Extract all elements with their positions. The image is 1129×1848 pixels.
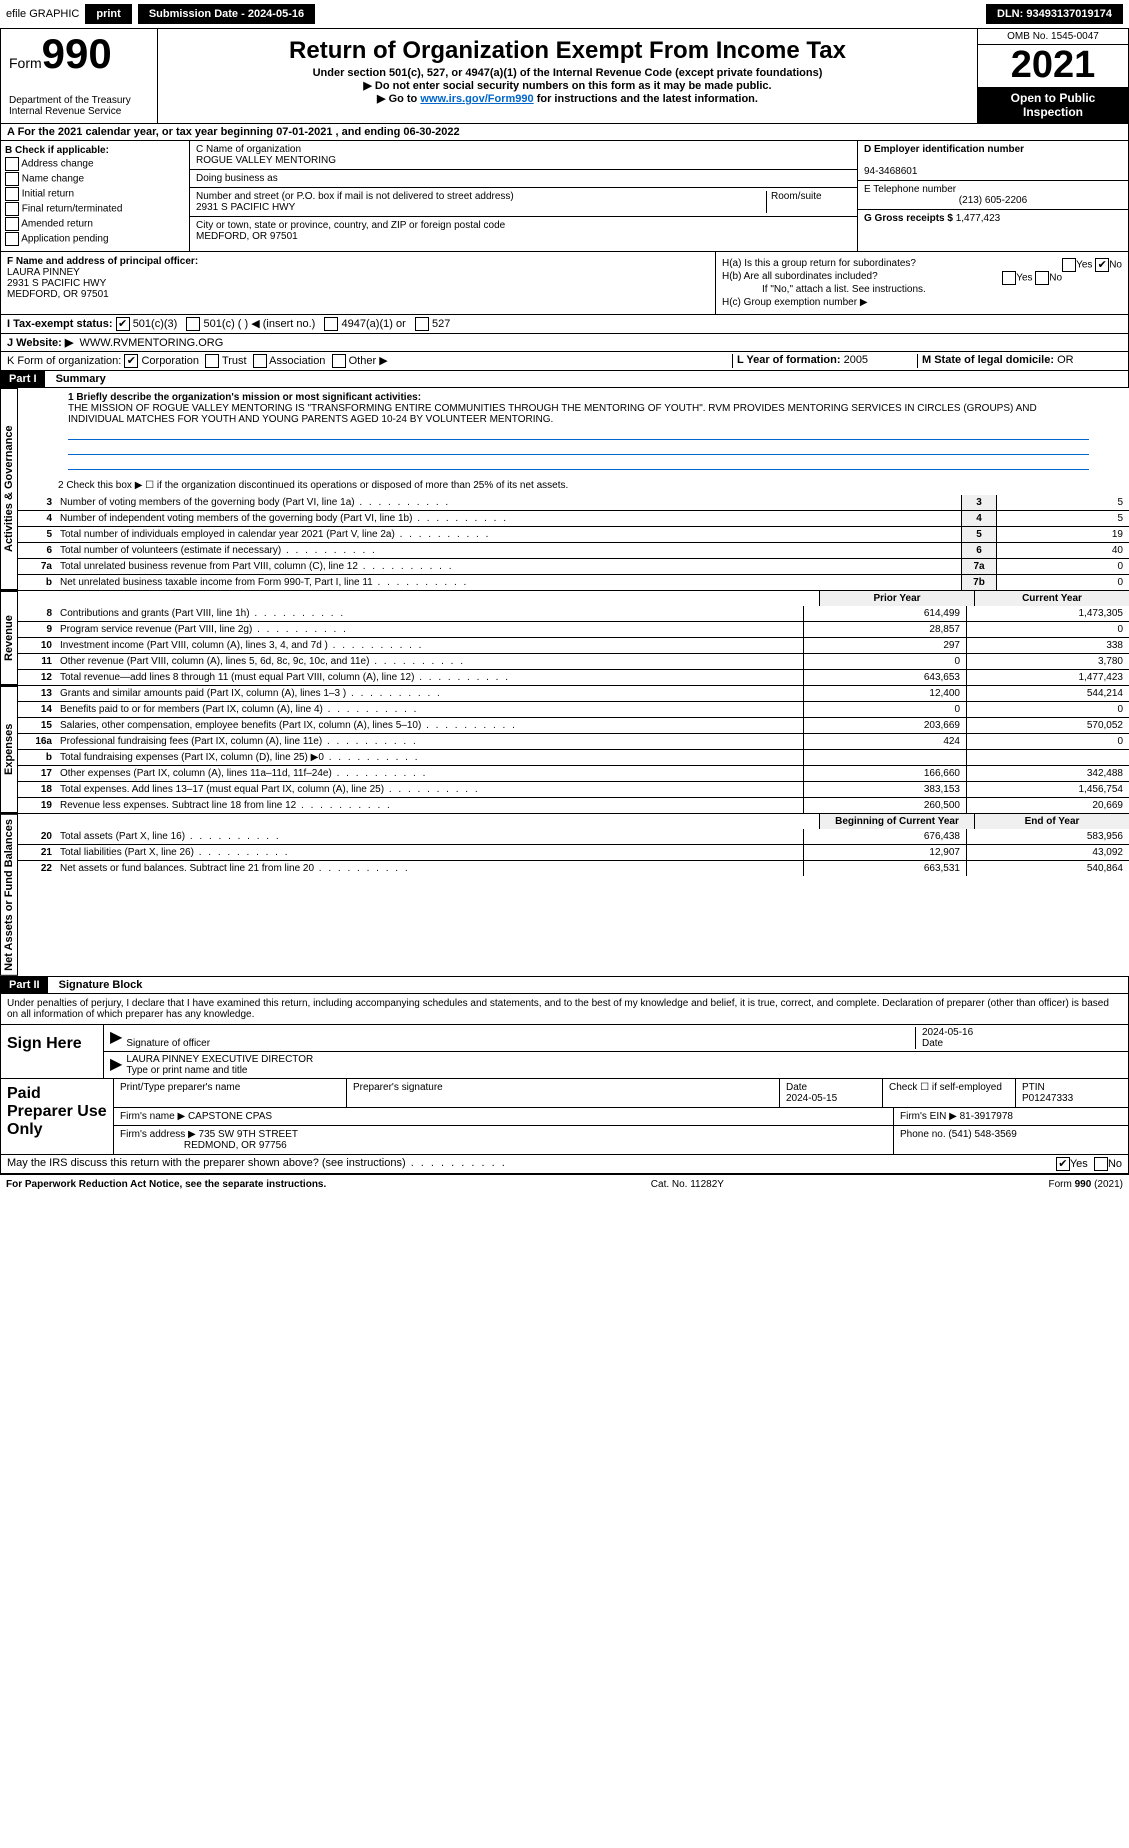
table-row: 5Total number of individuals employed in… <box>18 526 1129 542</box>
dln: DLN: 93493137019174 <box>986 4 1123 24</box>
gross-label: G Gross receipts $ <box>864 213 953 224</box>
table-row: 21Total liabilities (Part X, line 26)12,… <box>18 844 1129 860</box>
form-title: Return of Organization Exempt From Incom… <box>168 37 967 65</box>
tax-period: A For the 2021 calendar year, or tax yea… <box>0 124 1129 141</box>
table-row: 8Contributions and grants (Part VIII, li… <box>18 606 1129 621</box>
submission-date: Submission Date - 2024-05-16 <box>138 4 315 24</box>
table-row: 13Grants and similar amounts paid (Part … <box>18 686 1129 701</box>
sign-block: Sign Here ▶ Signature of officer 2024-05… <box>0 1025 1129 1079</box>
part2-title: Signature Block <box>51 977 151 993</box>
city: MEDFORD, OR 97501 <box>196 231 298 242</box>
paid-label: Paid Preparer Use Only <box>1 1079 114 1154</box>
form-label: Form <box>9 55 42 71</box>
side-netassets: Net Assets or Fund Balances <box>0 814 18 976</box>
telephone: (213) 605-2206 <box>864 195 1122 206</box>
table-row: 19Revenue less expenses. Subtract line 1… <box>18 797 1129 813</box>
paid-preparer-block: Paid Preparer Use Only Print/Type prepar… <box>0 1079 1129 1155</box>
omb-number: OMB No. 1545-0047 <box>978 29 1128 45</box>
table-row: bNet unrelated business taxable income f… <box>18 574 1129 590</box>
website-row: J Website: ▶ WWW.RVMENTORING.ORG <box>0 334 1129 352</box>
table-row: 15Salaries, other compensation, employee… <box>18 717 1129 733</box>
table-row: 14Benefits paid to or for members (Part … <box>18 701 1129 717</box>
website-url: WWW.RVMENTORING.ORG <box>79 337 223 349</box>
side-revenue: Revenue <box>0 591 18 685</box>
mission-text: THE MISSION OF ROGUE VALLEY MENTORING IS… <box>68 403 1037 425</box>
revenue-section: Revenue Prior Year Current Year 8Contrib… <box>0 591 1129 686</box>
table-row: 10Investment income (Part VIII, column (… <box>18 637 1129 653</box>
part1-header: Part I <box>1 371 45 387</box>
form-header: Form990 Department of the Treasury Inter… <box>0 29 1129 124</box>
table-row: 9Program service revenue (Part VIII, lin… <box>18 621 1129 637</box>
governance-section: Activities & Governance 1 Briefly descri… <box>0 388 1129 591</box>
table-row: bTotal fundraising expenses (Part IX, co… <box>18 749 1129 765</box>
open-inspection: Open to Public Inspection <box>978 87 1128 123</box>
box-b-label: B Check if applicable: <box>5 145 109 156</box>
dept-treasury: Department of the Treasury <box>9 95 149 106</box>
netassets-section: Net Assets or Fund Balances Beginning of… <box>0 814 1129 977</box>
table-row: 12Total revenue—add lines 8 through 11 (… <box>18 669 1129 685</box>
table-row: 17Other expenses (Part IX, column (A), l… <box>18 765 1129 781</box>
officer-addr2: MEDFORD, OR 97501 <box>7 289 109 300</box>
form-number: 990 <box>42 30 112 77</box>
officer-name: LAURA PINNEY <box>7 267 80 278</box>
table-row: 16aProfessional fundraising fees (Part I… <box>18 733 1129 749</box>
ein-label: D Employer identification number <box>864 144 1024 155</box>
sign-label: Sign Here <box>1 1025 104 1078</box>
form-org-row: K Form of organization: Corporation Trus… <box>0 352 1129 371</box>
part1-title: Summary <box>48 371 114 387</box>
officer-block: F Name and address of principal officer:… <box>0 252 1129 315</box>
form-footer: For Paperwork Reduction Act Notice, see … <box>0 1174 1129 1194</box>
table-row: 7aTotal unrelated business revenue from … <box>18 558 1129 574</box>
print-button[interactable]: print <box>85 4 131 24</box>
table-row: 18Total expenses. Add lines 13–17 (must … <box>18 781 1129 797</box>
room-label: Room/suite <box>771 191 822 202</box>
officer-addr1: 2931 S PACIFIC HWY <box>7 278 106 289</box>
tel-label: E Telephone number <box>864 184 956 195</box>
city-label: City or town, state or province, country… <box>196 220 505 231</box>
part2-header: Part II <box>1 977 48 993</box>
table-row: 11Other revenue (Part VIII, column (A), … <box>18 653 1129 669</box>
tax-year: 2021 <box>978 45 1128 87</box>
org-name-label: C Name of organization <box>196 144 301 155</box>
gross-receipts: 1,477,423 <box>956 213 1001 224</box>
efile-topbar: efile GRAPHIC print Submission Date - 20… <box>0 0 1129 29</box>
perjury-declaration: Under penalties of perjury, I declare th… <box>0 994 1129 1025</box>
discuss-row: May the IRS discuss this return with the… <box>0 1155 1129 1174</box>
table-row: 22Net assets or fund balances. Subtract … <box>18 860 1129 876</box>
expenses-section: Expenses 13Grants and similar amounts pa… <box>0 686 1129 814</box>
side-expenses: Expenses <box>0 686 18 813</box>
form-subtitle: Under section 501(c), 527, or 4947(a)(1)… <box>168 67 967 79</box>
identity-block: B Check if applicable: Address change Na… <box>0 141 1129 252</box>
table-row: 20Total assets (Part X, line 16)676,4385… <box>18 829 1129 844</box>
street: 2931 S PACIFIC HWY <box>196 202 295 213</box>
table-row: 4Number of independent voting members of… <box>18 510 1129 526</box>
officer-label: F Name and address of principal officer: <box>7 256 198 267</box>
efile-label: efile GRAPHIC <box>6 8 79 20</box>
table-row: 3Number of voting members of the governi… <box>18 495 1129 510</box>
org-name: ROGUE VALLEY MENTORING <box>196 155 336 166</box>
goto-post: for instructions and the latest informat… <box>534 93 758 105</box>
officer-signed-name: LAURA PINNEY EXECUTIVE DIRECTOR <box>126 1054 313 1065</box>
ssn-note: ▶ Do not enter social security numbers o… <box>168 79 967 92</box>
street-label: Number and street (or P.O. box if mail i… <box>196 191 514 202</box>
ein: 94-3468601 <box>864 166 917 177</box>
irs-label: Internal Revenue Service <box>9 106 149 117</box>
goto-pre: ▶ Go to <box>377 93 420 105</box>
table-row: 6Total number of volunteers (estimate if… <box>18 542 1129 558</box>
dba-label: Doing business as <box>196 173 278 184</box>
side-governance: Activities & Governance <box>0 388 18 590</box>
irs-link[interactable]: www.irs.gov/Form990 <box>420 93 533 105</box>
tax-status-row: I Tax-exempt status: 501(c)(3) 501(c) ( … <box>0 315 1129 334</box>
